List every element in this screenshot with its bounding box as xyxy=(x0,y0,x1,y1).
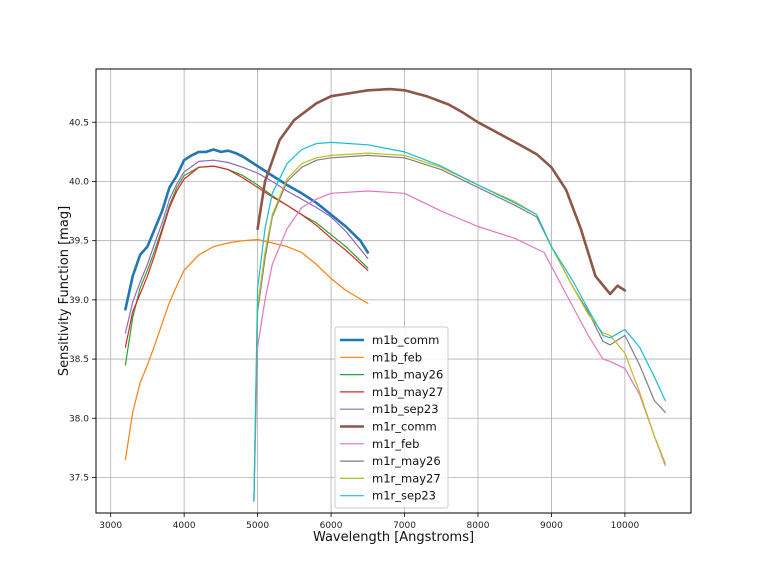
legend: m1b_comm m1b_feb m1b_may26 m1b_may27 m1b_sep… xyxy=(334,326,449,509)
legend-label: m1b_may27 xyxy=(372,385,443,399)
y-tick-label: 37.5 xyxy=(69,473,89,483)
series-line-m1b-sep23 xyxy=(124,159,369,334)
y-tick-label: 39.5 xyxy=(69,237,89,247)
series-line-m1r-feb xyxy=(253,190,666,502)
x-tick-label: 5000 xyxy=(246,521,269,531)
x-tick-label: 6000 xyxy=(320,521,343,531)
series-line-m1b-comm xyxy=(124,148,370,311)
series-line-m1b-feb xyxy=(124,238,369,461)
y-tick-label: 39.0 xyxy=(69,296,89,306)
x-tick-label: 8000 xyxy=(467,521,490,531)
legend-label: m1r_may27 xyxy=(372,471,441,485)
y-tick-label: 40.0 xyxy=(69,177,89,187)
legend-label: m1r_comm xyxy=(372,420,437,434)
y-tick-label: 38.5 xyxy=(69,355,89,365)
x-axis-ticks: 3000 4000 5000 6000 7000 8000 9000 10000 xyxy=(99,513,639,531)
y-tick-label: 38.0 xyxy=(69,414,89,424)
y-axis-ticks: 37.5 38.0 38.5 39.0 39.5 40.0 40.5 xyxy=(69,118,96,483)
legend-label: m1r_sep23 xyxy=(372,489,436,503)
x-tick-label: 7000 xyxy=(393,521,416,531)
legend-label: m1b_comm xyxy=(372,333,439,347)
x-axis-label: Wavelength [Angstroms] xyxy=(313,530,474,545)
legend-label: m1b_sep23 xyxy=(372,402,439,416)
plot-lines xyxy=(124,87,666,502)
series-line-m1r-comm xyxy=(256,87,627,296)
series-line-m1b-may27 xyxy=(124,165,369,348)
plot-frame xyxy=(95,68,692,514)
x-tick-label: 4000 xyxy=(173,521,196,531)
legend-label: m1b_may26 xyxy=(372,368,443,382)
x-tick-label: 10000 xyxy=(611,521,640,531)
legend-box xyxy=(334,326,449,509)
series-line-m1r-may27 xyxy=(253,152,666,502)
legend-label: m1b_feb xyxy=(372,350,422,364)
y-tick-label: 40.5 xyxy=(69,118,89,128)
y-axis-label: Sensitivity Function [mag] xyxy=(57,206,72,376)
series-line-m1r-sep23 xyxy=(253,141,666,502)
legend-label: m1r_feb xyxy=(372,437,419,451)
x-tick-label: 9000 xyxy=(540,521,563,531)
grid xyxy=(96,69,691,513)
x-tick-label: 3000 xyxy=(99,521,122,531)
legend-label: m1r_may26 xyxy=(372,454,441,468)
